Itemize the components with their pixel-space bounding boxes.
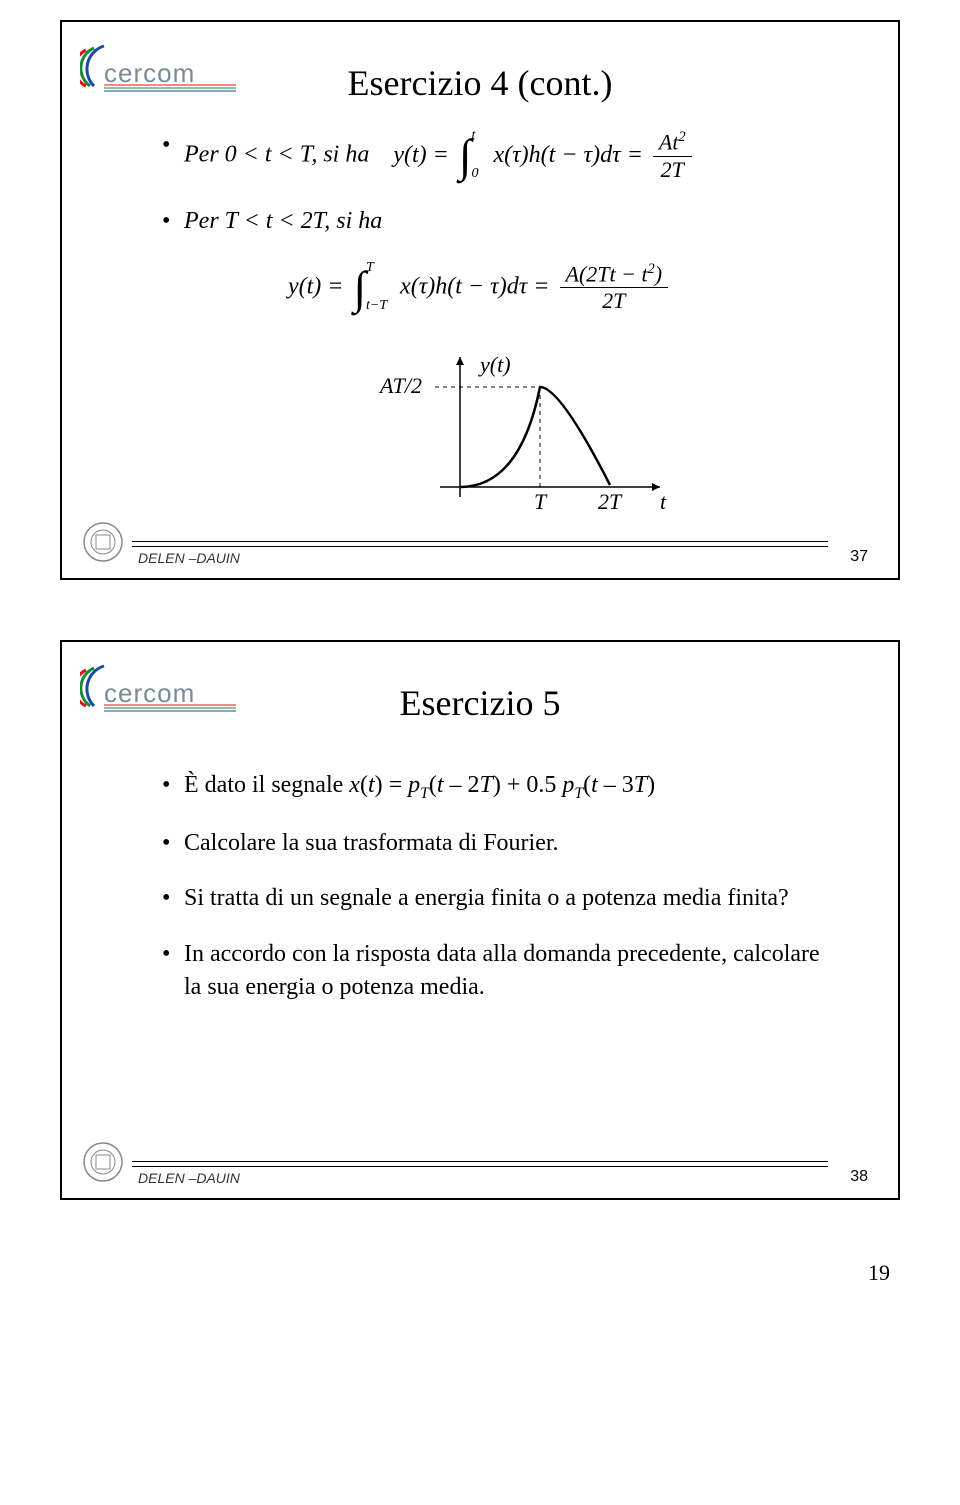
formula-2: y(t) = ∫Tt−T x(τ)h(t − τ)dτ = A(2Tt − t2… [122, 261, 838, 315]
bullet-2-text: Calcolare la sua trasformata di Fourier. [184, 830, 559, 856]
brand-logo: cercom [80, 40, 240, 101]
logo-text: cercom [104, 58, 195, 88]
diagram-x3: t [660, 489, 667, 514]
bullet-1: È dato il segnale x(t) = pT(t – 2T) + 0.… [162, 769, 838, 805]
slide-2: cercom Esercizio 5 È dato il segnale x(t… [60, 640, 900, 1200]
bullet-3-text: Si tratta di un segnale a energia finita… [184, 885, 789, 911]
slide-content: È dato il segnale x(t) = pT(t – 2T) + 0.… [62, 749, 898, 1047]
footer-seal-icon [82, 521, 124, 568]
bullet-1-text: Per 0 < t < T, si ha [184, 142, 369, 168]
diagram-x1: T [534, 489, 548, 514]
bullet-3: Si tratta di un segnale a energia finita… [162, 882, 838, 916]
diagram-svg: y(t) AT/2 T 2T t [320, 337, 680, 517]
slide-1: cercom Esercizio 4 (cont.) Per 0 < t < T… [60, 20, 900, 580]
bullet-4: In accordo con la risposta data alla dom… [162, 938, 838, 1005]
slide-content: Per 0 < t < T, si ha y(t) = ∫t0 x(τ)h(t … [62, 129, 898, 564]
formula-1: y(t) = ∫t0 x(τ)h(t − τ)dτ = At2 2T [393, 142, 695, 168]
cercom-logo-svg: cercom [80, 660, 240, 716]
diagram-left-label: AT/2 [378, 373, 422, 398]
footer-page-num: 38 [850, 1168, 868, 1186]
brand-logo: cercom [80, 660, 240, 721]
bullet-2: Calcolare la sua trasformata di Fourier. [162, 827, 838, 861]
footer-label: DELEN –DAUIN [138, 1170, 240, 1186]
footer-label: DELEN –DAUIN [138, 550, 240, 566]
svg-text:cercom: cercom [104, 678, 195, 708]
footer-seal-icon [82, 1141, 124, 1188]
bullet-1-text: È dato il segnale x(t) = pT(t – 2T) + 0.… [184, 772, 655, 798]
page-number: 19 [0, 1260, 960, 1286]
bullet-1: Per 0 < t < T, si ha y(t) = ∫t0 x(τ)h(t … [162, 129, 838, 183]
diagram-x2: 2T [598, 489, 623, 514]
cercom-logo-svg: cercom [80, 40, 240, 96]
slide-footer: DELEN –DAUIN 37 [62, 534, 898, 564]
bullet-2-text: Per T < t < 2T, si ha [184, 208, 382, 234]
bullet-4-text: In accordo con la risposta data alla dom… [184, 941, 820, 1001]
slide-footer: DELEN –DAUIN 38 [62, 1154, 898, 1184]
bullet-2: Per T < t < 2T, si ha [162, 205, 838, 239]
y-of-t-diagram: y(t) AT/2 T 2T t [162, 337, 838, 524]
footer-page-num: 37 [850, 548, 868, 566]
diagram-ylabel: y(t) [478, 352, 511, 377]
